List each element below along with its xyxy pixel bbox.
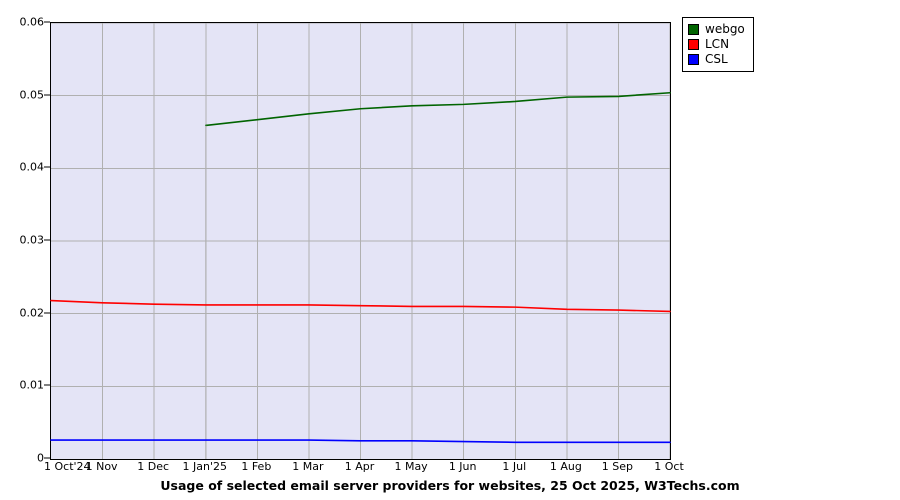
y-axis-tick-mark <box>44 94 50 96</box>
x-axis-tick-label: 1 Oct <box>654 460 684 473</box>
x-axis-tick-label: 1 Jan'25 <box>182 460 227 473</box>
y-axis-tick-label: 0.05 <box>19 88 45 102</box>
legend-item-label: CSL <box>705 52 728 66</box>
legend-swatch-icon <box>688 24 699 35</box>
y-axis: 0 0.01 0.02 0.03 0.04 0.05 0.06 <box>0 0 50 500</box>
legend-swatch-icon <box>688 39 699 50</box>
x-axis-tick-label: 1 May <box>394 460 428 473</box>
series-lines <box>50 91 671 459</box>
chart-caption: Usage of selected email server providers… <box>160 478 740 493</box>
y-axis-tick-mark <box>44 457 50 459</box>
x-axis-tick-label: 1 Jun <box>448 460 477 473</box>
y-axis-tick-mark <box>44 21 50 23</box>
legend: webgo LCN CSL <box>682 17 754 72</box>
legend-item-label: webgo <box>705 22 745 36</box>
x-axis-tick-label: 1 Aug <box>549 460 582 473</box>
y-axis-tick-label: 0.04 <box>19 160 45 174</box>
legend-item-lcn[interactable]: LCN <box>688 37 745 52</box>
x-axis-tick-label: 1 Mar <box>292 460 324 473</box>
y-axis-tick-mark <box>44 239 50 241</box>
grid-lines <box>51 23 670 459</box>
x-axis-tick-label: 1 Jul <box>502 460 527 473</box>
y-axis-tick-label: 0.02 <box>19 306 45 320</box>
x-axis-tick-label: 1 Nov <box>85 460 118 473</box>
series-webgo <box>204 91 671 459</box>
legend-item-label: LCN <box>705 37 730 51</box>
x-axis-tick-label: 1 Oct'24 <box>44 460 91 473</box>
y-axis-tick-mark <box>44 166 50 168</box>
y-axis-tick-label: 0.03 <box>19 233 45 247</box>
y-axis-tick-mark <box>44 384 50 386</box>
y-axis-tick-label: 0.06 <box>19 15 45 29</box>
legend-item-webgo[interactable]: webgo <box>688 22 745 37</box>
y-axis-tick-label: 0.01 <box>19 378 45 392</box>
y-axis-tick-label: 0 <box>37 451 44 465</box>
x-axis-tick-label: 1 Sep <box>601 460 634 473</box>
series-csl <box>50 439 671 444</box>
x-axis-tick-label: 1 Feb <box>241 460 272 473</box>
x-axis: 1 Oct'24 1 Nov 1 Dec 1 Jan'25 1 Feb 1 Mar 1 Ap… <box>0 460 900 476</box>
y-axis-tick-mark <box>44 312 50 314</box>
plot-area <box>50 22 671 460</box>
x-axis-tick-label: 1 Dec <box>137 460 170 473</box>
legend-item-csl[interactable]: CSL <box>688 52 745 67</box>
legend-swatch-icon <box>688 54 699 65</box>
series-lcn <box>50 299 671 313</box>
x-axis-tick-label: 1 Apr <box>344 460 375 473</box>
